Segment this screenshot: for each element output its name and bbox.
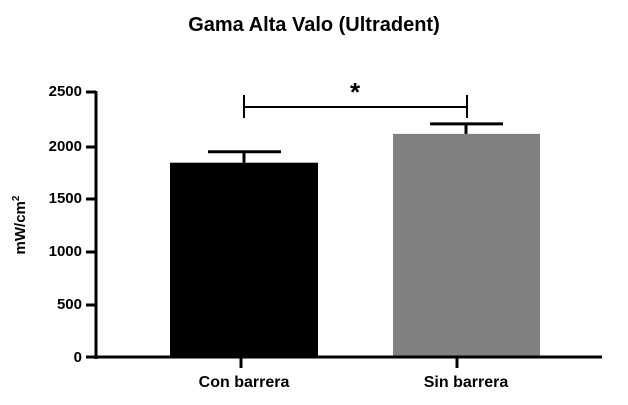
x-tick-label-con-barrera: Con barrera bbox=[198, 374, 290, 391]
chart-title: Gama Alta Valo (Ultradent) bbox=[188, 14, 440, 36]
y-tick-label-1500: 1500 bbox=[48, 190, 82, 207]
y-axis bbox=[86, 90, 98, 359]
bar-sin-barrera bbox=[393, 133, 540, 357]
y-tick-label-2500: 2500 bbox=[48, 83, 82, 100]
error-bar-con-barrera bbox=[208, 150, 281, 163]
significance-bracket bbox=[243, 95, 468, 118]
x-tick-label-sin-barrera: Sin barrera bbox=[423, 374, 509, 391]
y-tick-label-1000: 1000 bbox=[48, 243, 82, 260]
error-bar-sin-barrera bbox=[430, 122, 503, 134]
y-tick-label-0: 0 bbox=[73, 349, 82, 366]
y-tick-label-2000: 2000 bbox=[48, 138, 82, 155]
bar-con-barrera bbox=[170, 162, 318, 357]
significance-asterisk: * bbox=[350, 77, 361, 107]
y-tick-label-500: 500 bbox=[56, 296, 82, 313]
x-axis bbox=[95, 355, 602, 368]
